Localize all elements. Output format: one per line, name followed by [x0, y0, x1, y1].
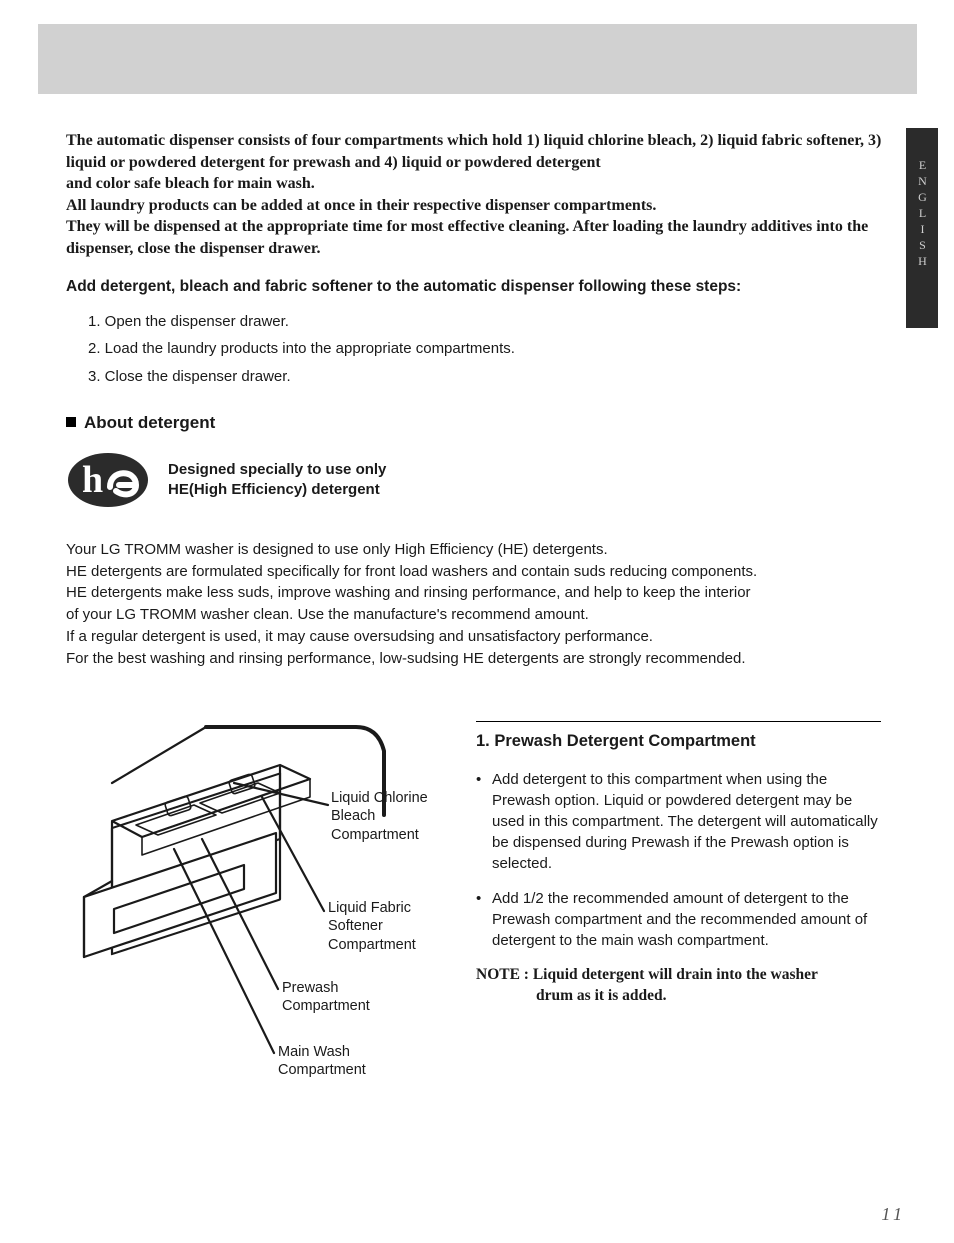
- callout-prewash: Prewash Compartment: [282, 979, 422, 1015]
- manual-page: ENGLISH The automatic dispenser consists…: [0, 0, 954, 1243]
- steps-list: 1. Open the dispenser drawer. 2. Load th…: [88, 308, 886, 391]
- prewash-bullet: Add detergent to this compartment when u…: [476, 769, 881, 874]
- step-item: 1. Open the dispenser drawer.: [88, 308, 886, 336]
- header-banner: [38, 24, 917, 94]
- intro-line: They will be dispensed at the appropriat…: [66, 216, 886, 259]
- callout-bleach: Liquid Chlorine Bleach Compartment: [331, 789, 446, 843]
- dispenser-diagram: Liquid Chlorine Bleach Compartment Liqui…: [66, 721, 446, 1106]
- bullet-square-icon: [66, 417, 76, 427]
- page-content: The automatic dispenser consists of four…: [66, 130, 886, 1106]
- body-line: For the best washing and rinsing perform…: [66, 648, 886, 670]
- callout-softener: Liquid Fabric Softener Compartment: [328, 899, 443, 953]
- prewash-bullets: Add detergent to this compartment when u…: [476, 769, 881, 951]
- he-caption-line: HE(High Efficiency) detergent: [168, 480, 386, 500]
- body-line: If a regular detergent is used, it may c…: [66, 626, 886, 648]
- intro-line: and color safe bleach for main wash.: [66, 173, 886, 195]
- page-number: 11: [881, 1204, 906, 1225]
- step-item: 2. Load the laundry products into the ap…: [88, 335, 886, 363]
- body-line: Your LG TROMM washer is designed to use …: [66, 539, 886, 561]
- body-line: of your LG TROMM washer clean. Use the m…: [66, 604, 886, 626]
- he-caption: Designed specially to use only HE(High E…: [168, 460, 386, 501]
- prewash-bullet: Add 1/2 the recommended amount of deterg…: [476, 888, 881, 951]
- prewash-note: NOTE : Liquid detergent will drain into …: [476, 965, 881, 1007]
- language-tab-label: ENGLISH: [915, 158, 930, 270]
- callout-mainwash: Main Wash Compartment: [278, 1043, 418, 1079]
- section-rule: [476, 721, 881, 722]
- intro-line: All laundry products can be added at onc…: [66, 195, 886, 217]
- prewash-section: 1. Prewash Detergent Compartment Add det…: [476, 721, 881, 1007]
- intro-paragraph: The automatic dispenser consists of four…: [66, 130, 886, 260]
- he-logo-row: h Designed specially to use only HE(High…: [66, 451, 886, 509]
- body-line: HE detergents are formulated specificall…: [66, 561, 886, 583]
- lower-section: Liquid Chlorine Bleach Compartment Liqui…: [66, 721, 886, 1106]
- language-tab: ENGLISH: [906, 128, 938, 328]
- body-line: HE detergents make less suds, improve wa…: [66, 582, 886, 604]
- he-logo-icon: h: [66, 451, 150, 509]
- about-detergent-title: About detergent: [84, 413, 215, 432]
- svg-text:h: h: [82, 459, 103, 501]
- about-detergent-heading: About detergent: [66, 413, 886, 433]
- note-line: NOTE : Liquid detergent will drain into …: [476, 966, 818, 983]
- he-caption-line: Designed specially to use only: [168, 460, 386, 480]
- intro-line: The automatic dispenser consists of four…: [66, 130, 886, 173]
- prewash-heading: 1. Prewash Detergent Compartment: [476, 732, 881, 751]
- step-item: 3. Close the dispenser drawer.: [88, 363, 886, 391]
- note-line: drum as it is added.: [476, 986, 881, 1007]
- detergent-body-text: Your LG TROMM washer is designed to use …: [66, 539, 886, 670]
- steps-heading: Add detergent, bleach and fabric softene…: [66, 278, 886, 296]
